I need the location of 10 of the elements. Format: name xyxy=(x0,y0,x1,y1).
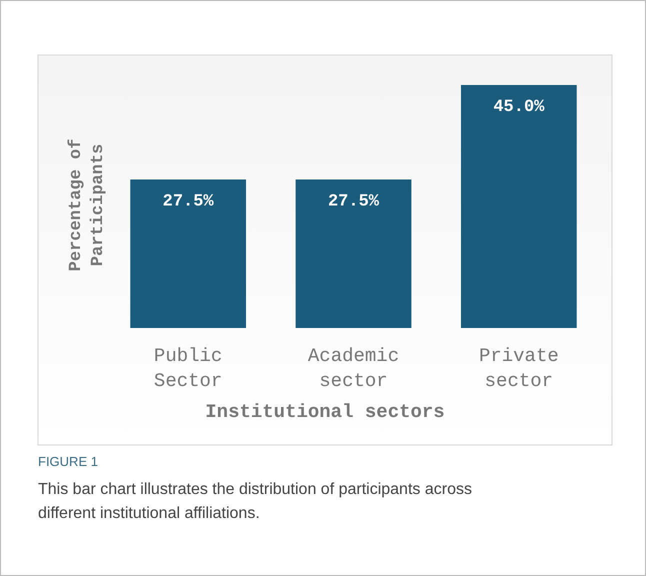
caption: FIGURE 1 xyxy=(38,454,98,469)
data-label: 45.0% xyxy=(493,98,546,117)
data-label: 27.5% xyxy=(328,192,380,212)
x-tick-label: Academic sector xyxy=(308,345,400,392)
x-tick-label: Private sector xyxy=(478,345,559,392)
y-axis-title: Percentage of Participants xyxy=(67,138,108,272)
x-axis-title: Institutional sectors xyxy=(205,401,445,423)
x-tick-label: Public Sector xyxy=(154,345,222,392)
text: This bar chart illustrates the distribution of participants across different institutional affiliations. xyxy=(38,481,472,522)
data-label: 27.5% xyxy=(162,192,214,212)
